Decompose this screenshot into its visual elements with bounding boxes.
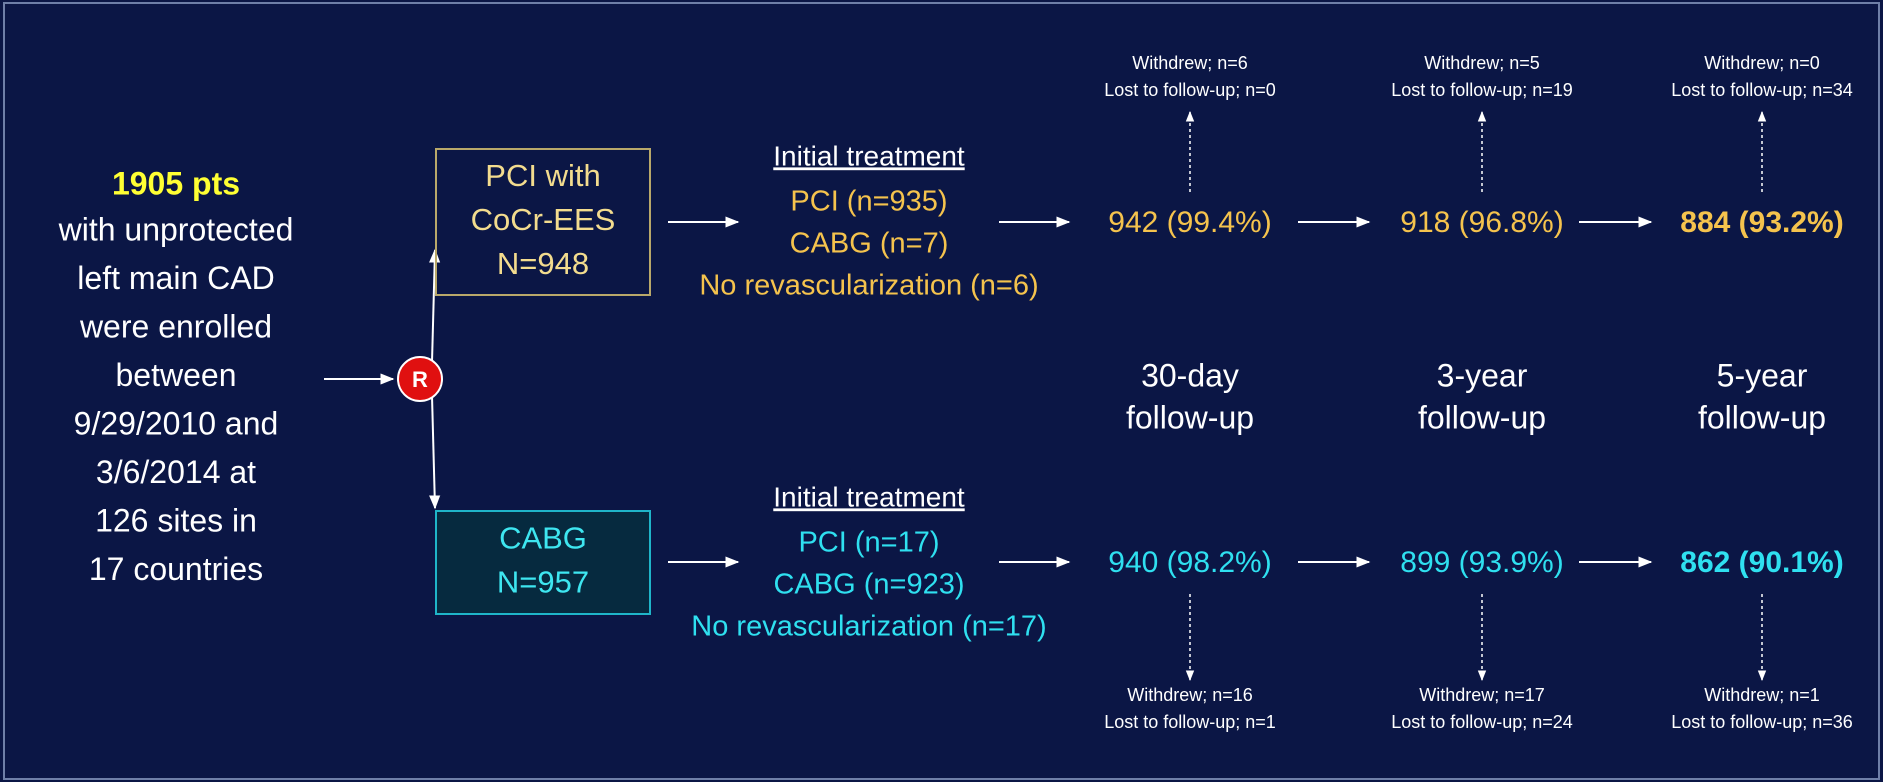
randomization-circle [397, 356, 443, 402]
arm-box-line: N=957 [497, 565, 589, 600]
treatment-line: CABG (n=923) [773, 569, 964, 601]
followup-count: 942 (99.4%) [1108, 206, 1271, 239]
dropout-note: Withdrew; n=16 [1127, 685, 1253, 705]
dropout-note: Withdrew; n=0 [1704, 53, 1820, 73]
treatment-line: PCI (n=935) [790, 186, 947, 218]
dropout-note: Lost to follow-up; n=0 [1104, 80, 1276, 100]
enrollment-line: were enrolled [79, 308, 272, 344]
followup-count: 884 (93.2%) [1680, 206, 1843, 239]
treatment-line: No revascularization (n=6) [699, 270, 1038, 302]
timepoint-label: follow-up [1418, 399, 1546, 435]
dropout-note: Lost to follow-up; n=34 [1671, 80, 1853, 100]
enrollment-line: 17 countries [89, 551, 263, 587]
arrow [429, 395, 441, 510]
timepoint-label: 5-year [1717, 357, 1808, 393]
followup-count: 940 (98.2%) [1108, 546, 1271, 579]
dropout-note: Withdrew; n=17 [1419, 685, 1545, 705]
arm-box [435, 510, 651, 615]
treatment-line: PCI (n=17) [798, 527, 939, 559]
arm-box-line: PCI with [485, 158, 600, 193]
treatment-line: No revascularization (n=17) [691, 611, 1046, 643]
dropout-note: Lost to follow-up; n=1 [1104, 712, 1276, 732]
treatment-title: Initial treatment [773, 140, 965, 171]
timepoint-label: follow-up [1698, 399, 1826, 435]
followup-count: 862 (90.1%) [1680, 546, 1843, 579]
enrollment-line: 126 sites in [95, 502, 257, 538]
dropout-note: Withdrew; n=5 [1424, 53, 1540, 73]
arm-box [435, 148, 651, 296]
dropout-note: Lost to follow-up; n=24 [1391, 712, 1573, 732]
arm-box-line: CABG [499, 521, 587, 556]
dropout-note: Withdrew; n=6 [1132, 53, 1248, 73]
arm-box-line: CoCr-EES [471, 202, 616, 237]
frame [3, 2, 1880, 780]
arrow [429, 248, 441, 363]
dropout-note: Withdrew; n=1 [1704, 685, 1820, 705]
enrollment-line: 9/29/2010 and [74, 405, 279, 441]
randomization-label: R [412, 367, 428, 392]
enrollment-line: 3/6/2014 at [96, 454, 256, 490]
enrollment-line: between [116, 357, 237, 393]
dropout-note: Lost to follow-up; n=36 [1671, 712, 1853, 732]
enrollment-headline: 1905 pts [112, 165, 240, 201]
dropout-note: Lost to follow-up; n=19 [1391, 80, 1573, 100]
followup-count: 918 (96.8%) [1400, 206, 1563, 239]
arm-box-line: N=948 [497, 246, 589, 281]
timepoint-label: 3-year [1437, 357, 1528, 393]
timepoint-label: 30-day [1141, 357, 1239, 393]
followup-count: 899 (93.9%) [1400, 546, 1563, 579]
enrollment-line: with unprotected [58, 211, 294, 247]
treatment-title: Initial treatment [773, 481, 965, 512]
treatment-line: CABG (n=7) [790, 228, 949, 260]
enrollment-line: left main CAD [77, 260, 274, 296]
timepoint-label: follow-up [1126, 399, 1254, 435]
